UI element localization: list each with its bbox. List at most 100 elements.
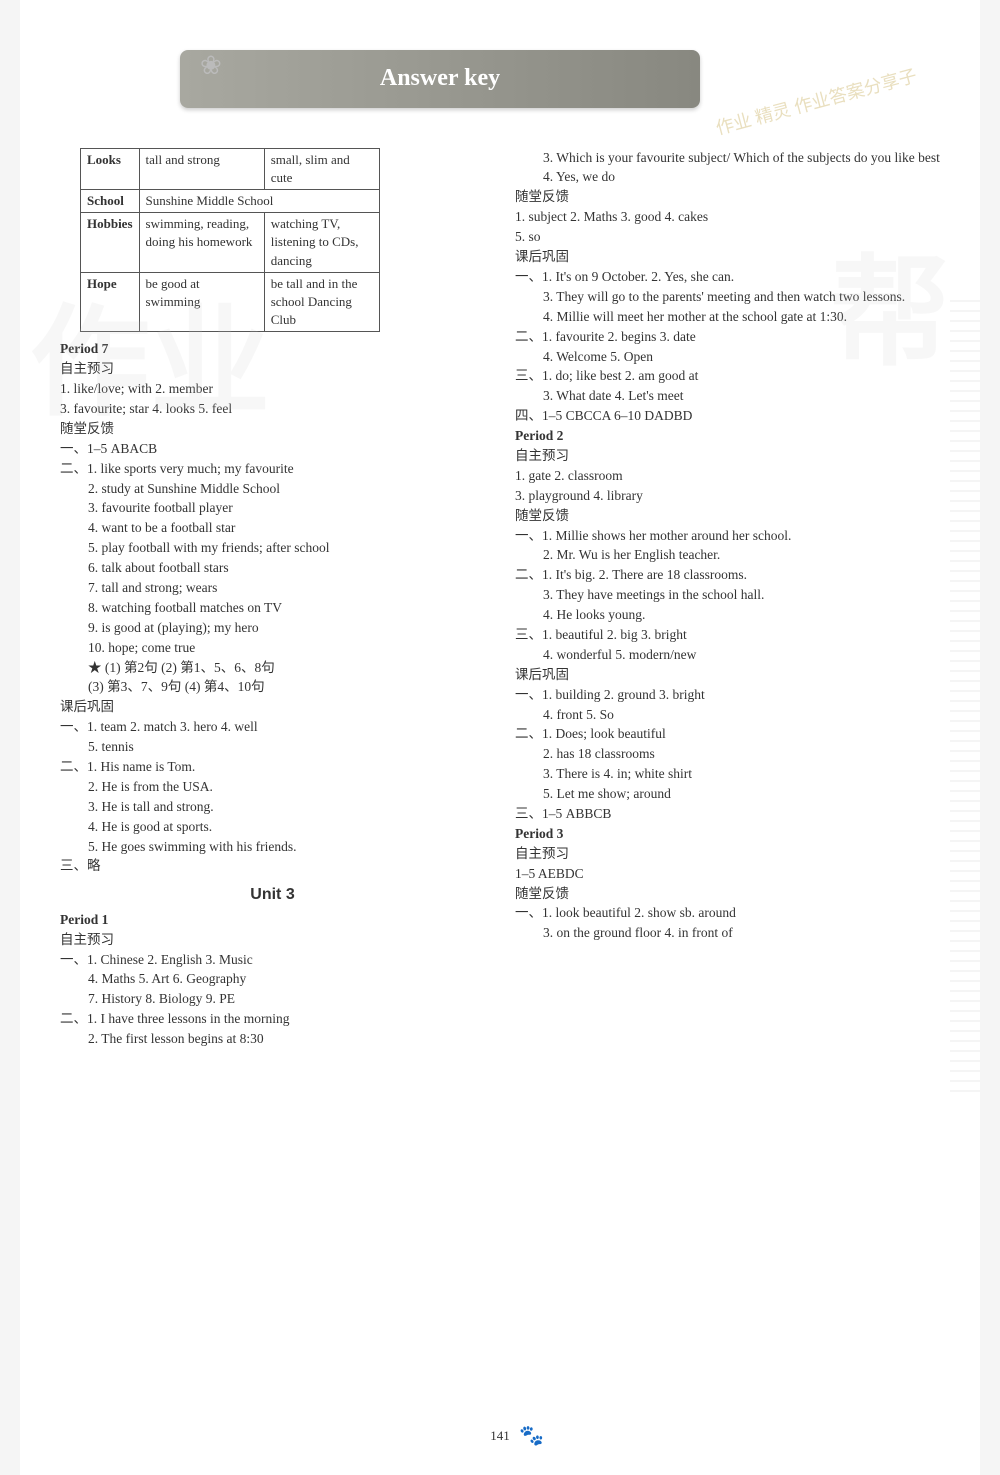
answer-line: 4. Yes, we do	[515, 168, 940, 187]
answer-line: 一、1–5 ABACB	[60, 440, 485, 459]
answer-line: 5. Let me show; around	[515, 785, 940, 804]
answer-line: 1. subject 2. Maths 3. good 4. cakes	[515, 208, 940, 227]
answer-line: 四、1–5 CBCCA 6–10 DADBD	[515, 407, 940, 426]
answer-line: 4. He looks young.	[515, 606, 940, 625]
suitang-label: 随堂反馈	[515, 188, 940, 207]
answer-line: 二、1. favourite 2. begins 3. date	[515, 328, 940, 347]
answer-line: 4. Welcome 5. Open	[515, 348, 940, 367]
td: swimming, reading, doing his homework	[139, 213, 264, 273]
table-row: Hobbies swimming, reading, doing his hom…	[81, 213, 380, 273]
td: Sunshine Middle School	[139, 189, 379, 212]
answer-line: 3. on the ground floor 4. in front of	[515, 924, 940, 943]
page-number: 141	[490, 1427, 510, 1445]
answer-line: 一、1. It's on 9 October. 2. Yes, she can.	[515, 268, 940, 287]
answer-line: 4. want to be a football star	[60, 519, 485, 538]
answer-line: 2. Mr. Wu is her English teacher.	[515, 546, 940, 565]
table-row: School Sunshine Middle School	[81, 189, 380, 212]
answer-line: 5. tennis	[60, 738, 485, 757]
period2-label: Period 2	[515, 427, 940, 446]
header-banner: Answer key	[180, 50, 700, 108]
answer-line: 3. He is tall and strong.	[60, 798, 485, 817]
answer-line: 1–5 AEBDC	[515, 865, 940, 884]
zizhu-label: 自主预习	[60, 931, 485, 950]
answer-line: 二、1. It's big. 2. There are 18 classroom…	[515, 566, 940, 585]
period7-label: Period 7	[60, 340, 485, 359]
th-hobbies: Hobbies	[81, 213, 140, 273]
answer-line: 9. is good at (playing); my hero	[60, 619, 485, 638]
answer-line: 二、1. like sports very much; my favourite	[60, 460, 485, 479]
answer-line: 2. The first lesson begins at 8:30	[60, 1030, 485, 1049]
watermark-text: 作业 精灵 作业答案分享子	[713, 64, 919, 142]
td: be tall and in the school Dancing Club	[264, 272, 379, 332]
answer-line: 3. What date 4. Let's meet	[515, 387, 940, 406]
answer-line: ★ (1) 第2句 (2) 第1、5、6、8句	[60, 659, 485, 678]
answer-line: 5. so	[515, 228, 940, 247]
answer-line: 二、1. I have three lessons in the morning	[60, 1010, 485, 1029]
td: watching TV, listening to CDs, dancing	[264, 213, 379, 273]
answer-line: 3. Which is your favourite subject/ Whic…	[515, 149, 940, 168]
page-container: ❀ Answer key 作业 精灵 作业答案分享子 作业 帮 Looks ta…	[20, 0, 980, 1475]
answer-line: 一、1. look beautiful 2. show sb. around	[515, 904, 940, 923]
content-columns: Looks tall and strong small, slim and cu…	[60, 148, 940, 1050]
answer-line: 三、略	[60, 857, 485, 876]
answer-line: 6. talk about football stars	[60, 559, 485, 578]
answer-line: (3) 第3、7、9句 (4) 第4、10句	[60, 678, 485, 697]
suitang-label: 随堂反馈	[515, 885, 940, 904]
right-column: 3. Which is your favourite subject/ Whic…	[515, 148, 940, 1050]
answer-line: 3. favourite football player	[60, 499, 485, 518]
answer-line: 2. He is from the USA.	[60, 778, 485, 797]
unit3-title: Unit 3	[60, 884, 485, 906]
right-line-decoration	[950, 300, 980, 1100]
answer-line: 4. He is good at sports.	[60, 818, 485, 837]
zizhu-label: 自主预习	[60, 360, 485, 379]
table-row: Looks tall and strong small, slim and cu…	[81, 148, 380, 189]
answer-line: 1. like/love; with 2. member	[60, 380, 485, 399]
answer-line: 5. He goes swimming with his friends.	[60, 838, 485, 857]
kehou-label: 课后巩固	[515, 248, 940, 267]
suitang-label: 随堂反馈	[515, 507, 940, 526]
answer-line: 4. Millie will meet her mother at the sc…	[515, 308, 940, 327]
answer-line: 7. tall and strong; wears	[60, 579, 485, 598]
td: small, slim and cute	[264, 148, 379, 189]
answer-line: 二、1. His name is Tom.	[60, 758, 485, 777]
zizhu-label: 自主预习	[515, 447, 940, 466]
answer-line: 4. front 5. So	[515, 706, 940, 725]
answer-line: 三、1. beautiful 2. big 3. bright	[515, 626, 940, 645]
kehou-label: 课后巩固	[515, 666, 940, 685]
answer-line: 1. gate 2. classroom	[515, 467, 940, 486]
answer-line: 2. study at Sunshine Middle School	[60, 480, 485, 499]
th-hope: Hope	[81, 272, 140, 332]
answer-line: 10. hope; come true	[60, 639, 485, 658]
kehou-label: 课后巩固	[60, 698, 485, 717]
zizhu-label: 自主预习	[515, 845, 940, 864]
answer-line: 一、1. Chinese 2. English 3. Music	[60, 951, 485, 970]
answer-line: 三、1–5 ABBCB	[515, 805, 940, 824]
answer-line: 3. playground 4. library	[515, 487, 940, 506]
answer-line: 4. wonderful 5. modern/new	[515, 646, 940, 665]
paw-icon: 🐾	[519, 1422, 544, 1450]
th-looks: Looks	[81, 148, 140, 189]
looks-table: Looks tall and strong small, slim and cu…	[80, 148, 380, 333]
answer-line: 4. Maths 5. Art 6. Geography	[60, 970, 485, 989]
answer-line: 一、1. Millie shows her mother around her …	[515, 527, 940, 546]
td: be good at swimming	[139, 272, 264, 332]
answer-line: 5. play football with my friends; after …	[60, 539, 485, 558]
answer-line: 7. History 8. Biology 9. PE	[60, 990, 485, 1009]
td: tall and strong	[139, 148, 264, 189]
answer-line: 8. watching football matches on TV	[60, 599, 485, 618]
answer-line: 三、1. do; like best 2. am good at	[515, 367, 940, 386]
answer-line: 3. There is 4. in; white shirt	[515, 765, 940, 784]
answer-line: 3. They will go to the parents' meeting …	[515, 288, 940, 307]
corner-decoration: ❀	[200, 48, 222, 84]
answer-line: 一、1. building 2. ground 3. bright	[515, 686, 940, 705]
answer-line: 一、1. team 2. match 3. hero 4. well	[60, 718, 485, 737]
suitang-label: 随堂反馈	[60, 420, 485, 439]
left-column: Looks tall and strong small, slim and cu…	[60, 148, 485, 1050]
period1-label: Period 1	[60, 911, 485, 930]
answer-line: 二、1. Does; look beautiful	[515, 725, 940, 744]
table-row: Hope be good at swimming be tall and in …	[81, 272, 380, 332]
period3-label: Period 3	[515, 825, 940, 844]
answer-line: 2. has 18 classrooms	[515, 745, 940, 764]
answer-line: 3. favourite; star 4. looks 5. feel	[60, 400, 485, 419]
answer-line: 3. They have meetings in the school hall…	[515, 586, 940, 605]
